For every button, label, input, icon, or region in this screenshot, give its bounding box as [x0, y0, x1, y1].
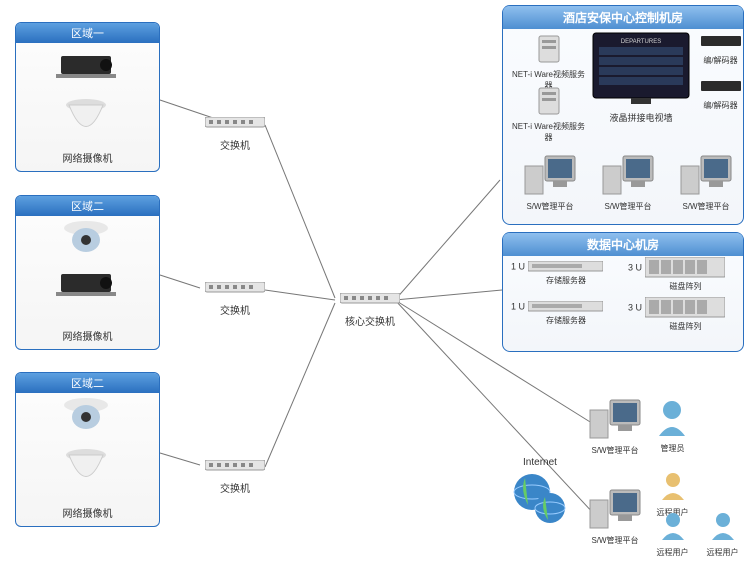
zone-3-title: 区域二 [16, 373, 159, 393]
workstation-icon [523, 151, 578, 196]
admin-user: 管理员 [650, 398, 695, 454]
remote-user-2b-label: 远程用户 [700, 547, 745, 558]
box-camera-icon [51, 266, 121, 304]
disk-array-1: 3 U 磁盘阵列 [628, 257, 743, 292]
remote-ws-label: S/W管理平台 [580, 535, 650, 546]
encoder-icon [701, 81, 741, 95]
workstation-3: S/W管理平台 [671, 151, 741, 212]
disk-array-2: 3 U 磁盘阵列 [628, 297, 743, 332]
storage-2-label: 存储服务器 [511, 315, 621, 326]
zone-2-title: 区域二 [16, 196, 159, 216]
workstation-icon [601, 151, 656, 196]
switch-3-label: 交换机 [205, 480, 265, 495]
encoder-2: 编/解码器 [698, 81, 743, 111]
user-icon [708, 510, 738, 542]
zone-2: 区域二 网络摄像机 [15, 195, 160, 350]
remote-user-3: 远程用户 [700, 510, 745, 558]
internet-label: Internet [505, 457, 575, 468]
remote-workstation: S/W管理平台 [580, 485, 650, 546]
video-server-1: NET-i Ware视频服务器 [511, 34, 586, 91]
core-switch: 核心交换机 [335, 293, 405, 328]
rack-icon [528, 301, 603, 313]
server-icon [534, 86, 564, 116]
user-icon [655, 398, 690, 438]
zone-3: 区域二 网络摄像机 [15, 372, 160, 527]
workstation-2: S/W管理平台 [593, 151, 663, 212]
user-icon [658, 510, 688, 542]
workstation-2-label: S/W管理平台 [593, 201, 663, 212]
box-camera-icon [51, 48, 121, 86]
core-switch-label: 核心交换机 [335, 313, 405, 328]
encoder-2-label: 编/解码器 [698, 100, 743, 111]
switch-1-label: 交换机 [205, 137, 265, 152]
diskarray-icon [645, 257, 725, 279]
local-workstation: S/W管理平台 [580, 395, 650, 456]
admin-label: 管理员 [650, 443, 695, 454]
videowall-icon: DEPARTURES [591, 31, 691, 106]
disk-2-u: 3 U [628, 303, 642, 313]
video-server-2-label: NET-i Ware视频服务器 [511, 121, 586, 143]
storage-2-u: 1 U [511, 302, 525, 312]
switch-icon [340, 293, 400, 308]
switch-icon [205, 460, 265, 475]
remote-user-2: 远程用户 [650, 510, 695, 558]
encoder-1: 编/解码器 [698, 36, 743, 66]
video-wall: DEPARTURES 液晶拼接电视墙 [591, 31, 691, 124]
workstation-icon [679, 151, 734, 196]
zone-1-title: 区域一 [16, 23, 159, 43]
dome-camera-icon [61, 218, 111, 261]
zone-2-label: 网络摄像机 [16, 328, 159, 343]
svg-text:DEPARTURES: DEPARTURES [621, 39, 661, 45]
video-wall-label: 液晶拼接电视墙 [591, 111, 691, 124]
disk-1-label: 磁盘阵列 [628, 281, 743, 292]
workstation-icon [588, 485, 643, 530]
zone-3-label: 网络摄像机 [16, 505, 159, 520]
data-center-panel: 数据中心机房 1 U 存储服务器 1 U 存储服务器 3 U 磁盘阵列 3 U … [502, 232, 744, 352]
dome-camera-icon [61, 93, 111, 141]
workstation-1: S/W管理平台 [515, 151, 585, 212]
storage-server-2: 1 U 存储服务器 [511, 301, 621, 326]
dome-camera-icon [61, 395, 111, 438]
security-center-panel: 酒店安保中心控制机房 NET-i Ware视频服务器 NET-i Ware视频服… [502, 5, 744, 225]
switch-icon [205, 282, 265, 297]
data-center-title: 数据中心机房 [503, 233, 743, 256]
remote-user-2a-label: 远程用户 [650, 547, 695, 558]
switch-icon [205, 117, 265, 132]
video-server-2: NET-i Ware视频服务器 [511, 86, 586, 143]
disk-1-u: 3 U [628, 263, 642, 273]
internet-globe: Internet [505, 455, 575, 528]
switch-2-label: 交换机 [205, 302, 265, 317]
storage-server-1: 1 U 存储服务器 [511, 261, 621, 286]
workstation-3-label: S/W管理平台 [671, 201, 741, 212]
dome-camera-icon [61, 443, 111, 491]
workstation-1-label: S/W管理平台 [515, 201, 585, 212]
storage-1-u: 1 U [511, 262, 525, 272]
user-icon [658, 470, 688, 502]
server-icon [534, 34, 564, 64]
encoder-icon [701, 36, 741, 50]
diskarray-icon [645, 297, 725, 319]
security-center-title: 酒店安保中心控制机房 [503, 6, 743, 29]
rack-icon [528, 261, 603, 273]
zone-1: 区域一 网络摄像机 [15, 22, 160, 172]
workstation-icon [588, 395, 643, 440]
switch-1: 交换机 [205, 117, 265, 152]
encoder-1-label: 编/解码器 [698, 55, 743, 66]
switch-3: 交换机 [205, 460, 265, 495]
zone-1-label: 网络摄像机 [16, 150, 159, 165]
storage-1-label: 存储服务器 [511, 275, 621, 286]
disk-2-label: 磁盘阵列 [628, 321, 743, 332]
switch-2: 交换机 [205, 282, 265, 317]
local-ws-label: S/W管理平台 [580, 445, 650, 456]
globe-icon [510, 470, 570, 525]
